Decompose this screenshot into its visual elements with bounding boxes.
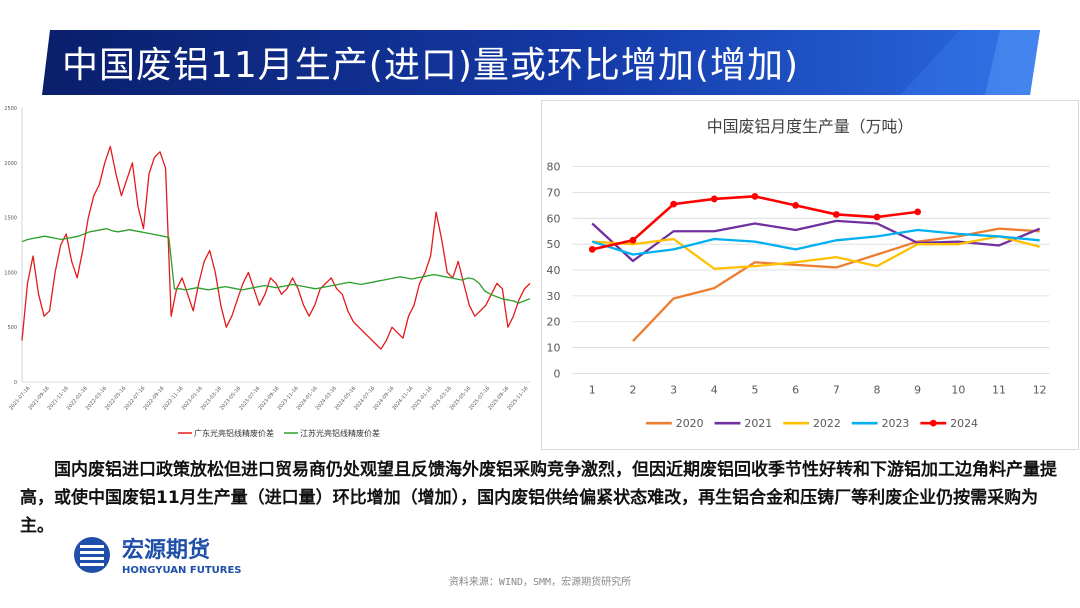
data-point-2024 <box>710 195 718 203</box>
y-tick-label: 2500 <box>4 106 17 112</box>
banner-accent <box>900 30 1040 95</box>
y-tick-label: 500 <box>7 325 17 331</box>
legend-label: 2022 <box>813 417 841 430</box>
data-point-2024 <box>670 200 677 208</box>
x-tick-label: 5 <box>751 383 758 396</box>
commentary-paragraph: 国内废铝进口政策放松但进口贸易商仍处观望且反馈海外废铝采购竞争激烈，但因近期废铝… <box>20 460 1057 536</box>
legend-label: 2020 <box>676 417 704 430</box>
y-tick-label: 2000 <box>4 161 17 167</box>
x-tick-label: 9 <box>914 383 921 396</box>
data-point-2024 <box>914 208 922 216</box>
chart-title: 中国废铝月度生产量（万吨） <box>707 117 914 136</box>
data-point-2024 <box>629 236 637 244</box>
data-point-2024 <box>792 202 800 209</box>
x-tick-label: 6 <box>792 383 799 396</box>
price-spread-chart: 050010001500200025002021-07-162021-09-16… <box>4 106 531 438</box>
y-tick-label: 1000 <box>4 270 17 276</box>
legend-label: 2024 <box>950 417 978 430</box>
data-point-2024 <box>832 211 840 218</box>
y-tick-label: 50 <box>547 238 561 251</box>
data-point-2024 <box>588 245 596 253</box>
banner-band <box>42 30 1040 95</box>
data-point-2024 <box>751 192 759 200</box>
x-tick-label: 7 <box>833 383 840 396</box>
y-tick-label: 1500 <box>4 216 17 222</box>
y-tick-label: 20 <box>547 316 561 329</box>
x-tick-label: 3 <box>670 383 677 396</box>
y-tick-label: 70 <box>547 186 561 199</box>
y-tick-label: 10 <box>547 342 561 355</box>
company-logo: 宏源期货 HONGYUAN FUTURES <box>74 537 242 576</box>
x-tick-label: 11 <box>992 383 1006 396</box>
logo-cn-text: 宏源期货 <box>122 537 210 563</box>
legend-label: 2023 <box>882 417 910 430</box>
series-line-guangdong <box>21 145 531 350</box>
x-tick-label: 8 <box>874 383 881 396</box>
banner-accent <box>985 30 1040 95</box>
legend-marker <box>929 419 937 427</box>
source-note: 资料来源：WIND，SMM，宏源期货研究所 <box>448 577 632 588</box>
series-line-2022 <box>592 235 1040 270</box>
y-tick-label: 30 <box>547 290 561 303</box>
slide-title: 中国废铝11月生产(进口)量或环比增加(增加) <box>62 45 799 86</box>
series-line-2020 <box>632 227 1040 342</box>
title-banner <box>42 30 1040 95</box>
legend-label: 江苏光亮铝线精废价差 <box>300 428 380 438</box>
series-line-jiangsu <box>21 227 531 304</box>
logo-emblem <box>74 537 110 573</box>
x-tick-label: 4 <box>711 383 718 396</box>
y-tick-label: 0 <box>553 367 560 380</box>
logo-en-text: HONGYUAN FUTURES <box>122 565 242 576</box>
legend-label: 2021 <box>744 417 772 430</box>
data-point-2024 <box>873 213 881 221</box>
x-tick-label: 2 <box>629 383 636 396</box>
x-tick-label: 10 <box>951 383 965 396</box>
y-tick-label: 40 <box>547 264 561 277</box>
y-tick-label: 80 <box>547 161 561 174</box>
legend-label: 广东光亮铝线精废价差 <box>194 428 274 438</box>
x-tick-label: 1 <box>589 383 596 396</box>
y-tick-label: 0 <box>14 380 17 386</box>
y-tick-label: 60 <box>547 212 561 225</box>
x-tick-label: 12 <box>1033 383 1047 396</box>
series-line-2023 <box>591 228 1040 256</box>
